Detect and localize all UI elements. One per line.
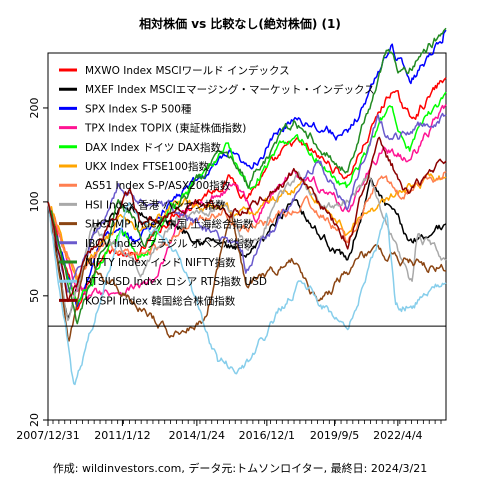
- series-line-12: [47, 201, 447, 386]
- legend-label-13: KOSPI Index 韓国総合株価指数: [85, 294, 236, 307]
- axis-layer: 20 50 100 200 2007/12/31 2011/1/12 2014/1/24 20…: [16, 97, 446, 442]
- chart-title: 相対株価 vs 比較なし(絶対株価) (1): [139, 16, 341, 31]
- y-tick-label: 200: [28, 97, 41, 118]
- y-tick-label: 20: [28, 413, 41, 427]
- series-line-3: [47, 29, 447, 308]
- x-tick-label: 2014/1/24: [169, 429, 225, 442]
- series-line-10: [47, 112, 447, 293]
- x-tick-label: 2016/12/1: [239, 429, 295, 442]
- y-tick-label: 100: [28, 191, 41, 212]
- legend-label-4: TPX Index TOPIX (東証株価指数): [84, 122, 246, 135]
- legend-label-1: MXWO Index MSCIワールド インデックス: [85, 64, 290, 77]
- legend-label-9: SHCOMP Index 中国 上海総合指数: [85, 218, 254, 231]
- series-line-7: [47, 170, 447, 282]
- series-layer: [47, 27, 447, 386]
- legend-label-12: RTSIUSD Index ロシア RTS指数 USD: [85, 275, 267, 288]
- chart-footer: 作成: wildinvestors.com, データ元:トムソンロイター, 最終…: [53, 461, 427, 475]
- y-tick-label: 50: [28, 289, 41, 303]
- x-tick-label: 2019/9/5: [310, 429, 359, 442]
- legend-label-11: NIFTY Index インド NIFTY指数: [85, 256, 236, 269]
- legend-label-3: SPX Index S-P 500種: [85, 102, 192, 115]
- x-tick-label: 2007/12/31: [16, 429, 79, 442]
- series-line-9: [47, 201, 447, 342]
- series-line-13: [47, 136, 447, 303]
- legend-label-7: AS51 Index S-P/ASX200指数: [85, 179, 231, 192]
- legend-label-8: HSI Index 香港 ハンセン指数: [85, 198, 226, 211]
- legend-label-5: DAX Index ドイツ DAX指数: [85, 141, 221, 154]
- x-tick-label: 2022/4/4: [373, 429, 422, 442]
- x-tick-label: 2011/1/12: [94, 429, 150, 442]
- legend-label-2: MXEF Index MSCIエマージング・マーケット・インデックス: [85, 83, 375, 96]
- series-line-11: [47, 27, 447, 325]
- legend-label-10: IBOV Index ブラジル ボベスパ指数: [85, 237, 255, 250]
- series-line-4: [47, 104, 447, 300]
- series-line-8: [47, 171, 447, 322]
- legend-label-6: UKX Index FTSE100指数: [85, 160, 209, 173]
- legend: MXWO Index MSCIワールド インデックス MXEF Index MSC…: [59, 64, 375, 307]
